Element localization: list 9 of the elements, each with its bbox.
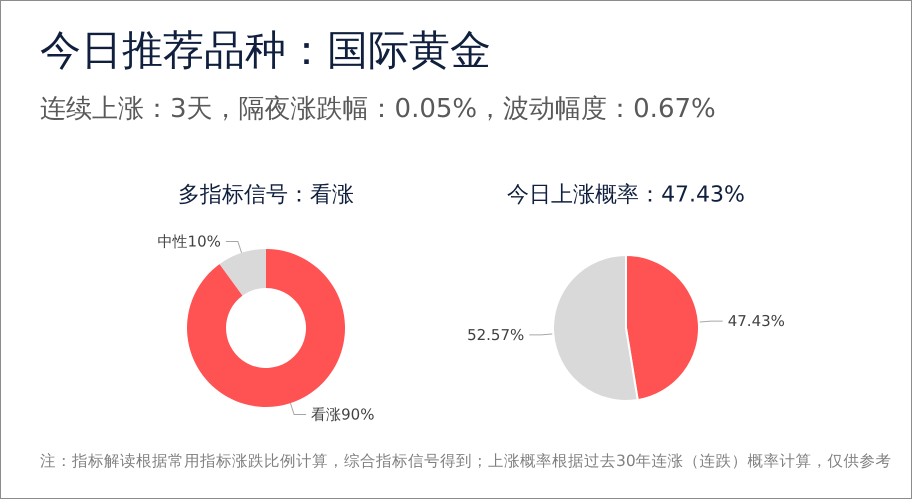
text: 今日推荐品种：国际黄金 bbox=[40, 25, 491, 76]
data-label: 52.57% bbox=[467, 326, 524, 344]
data-label: 47.43% bbox=[728, 312, 785, 330]
slice-label: 中性10% bbox=[158, 232, 221, 250]
chart-title: 多指标信号：看涨 bbox=[178, 182, 354, 208]
text: 连续上涨：3天，隔夜涨跌幅：0.05%，波动幅度：0.67% bbox=[40, 93, 716, 126]
slice-label: 看涨90% bbox=[311, 406, 374, 424]
text: 注：指标解读根据常用指标涨跌比例计算，综合指标信号得到；上涨概率根据过去30年连涨（连跌）概率计算，仅供参考 bbox=[40, 451, 892, 472]
chart-title: 今日上涨概率：47.43% bbox=[507, 182, 745, 208]
